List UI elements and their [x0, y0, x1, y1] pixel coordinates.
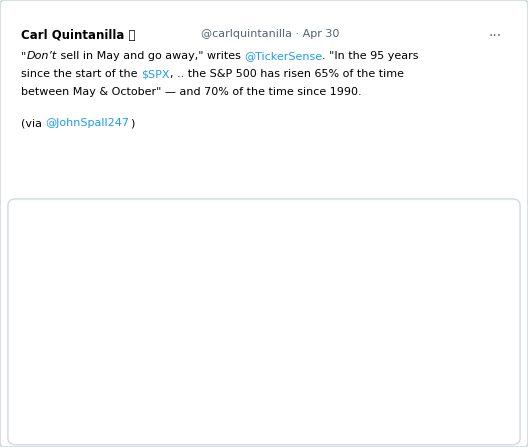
Text: $SPX: $SPX	[141, 69, 169, 79]
Bar	[170, 285, 178, 288]
Bar	[481, 285, 490, 290]
Text: . "In the 95 years: . "In the 95 years	[322, 51, 419, 61]
Bar	[197, 285, 206, 290]
Text: (via: (via	[21, 118, 45, 128]
Bar	[238, 241, 246, 285]
Bar	[129, 246, 138, 285]
Bar	[224, 285, 233, 339]
Text: Carl Quintanilla 🔥: Carl Quintanilla 🔥	[21, 29, 136, 42]
Bar	[143, 261, 152, 285]
Bar	[467, 253, 476, 285]
Bar	[211, 285, 219, 327]
Text: @JohnSpall247: @JohnSpall247	[45, 118, 129, 128]
Bar	[75, 269, 84, 285]
Text: @TickerSense: @TickerSense	[244, 51, 322, 61]
Bar	[440, 276, 449, 285]
Bar	[89, 281, 98, 285]
Text: , .. the S&P 500 has risen 65% of the time: , .. the S&P 500 has risen 65% of the ti…	[169, 69, 403, 79]
Text: Don’t: Don’t	[26, 51, 56, 61]
Bar	[373, 255, 382, 285]
Text: ···: ···	[488, 29, 502, 43]
Title: S&P 500 Performance Since 1990: May - October: S&P 500 Performance Since 1990: May - Oc…	[62, 199, 503, 214]
Bar	[278, 269, 287, 285]
Text: since the start of the: since the start of the	[21, 69, 141, 79]
Bar	[251, 278, 260, 285]
Text: ": "	[21, 51, 26, 61]
Text: sell in May and go away," writes: sell in May and go away," writes	[56, 51, 244, 61]
Bar	[265, 270, 274, 285]
Bar	[183, 278, 192, 285]
Bar	[413, 274, 422, 285]
Bar	[305, 285, 314, 378]
Bar	[62, 285, 70, 311]
Bar	[346, 281, 354, 285]
Bar	[427, 261, 436, 285]
Bar	[319, 285, 327, 288]
Bar	[102, 269, 111, 285]
Text: ): )	[129, 118, 134, 128]
Bar	[454, 248, 463, 285]
Bar	[495, 285, 503, 304]
Bar	[116, 270, 125, 285]
Text: @carlquintanilla · Apr 30: @carlquintanilla · Apr 30	[201, 29, 339, 39]
Bar	[386, 274, 395, 285]
Bar	[332, 282, 341, 285]
Text: between May & October" — and 70% of the time since 1990.: between May & October" — and 70% of the …	[21, 87, 362, 97]
Bar	[291, 270, 300, 285]
Bar	[400, 285, 409, 288]
Bar	[359, 260, 368, 285]
Bar	[156, 241, 165, 285]
